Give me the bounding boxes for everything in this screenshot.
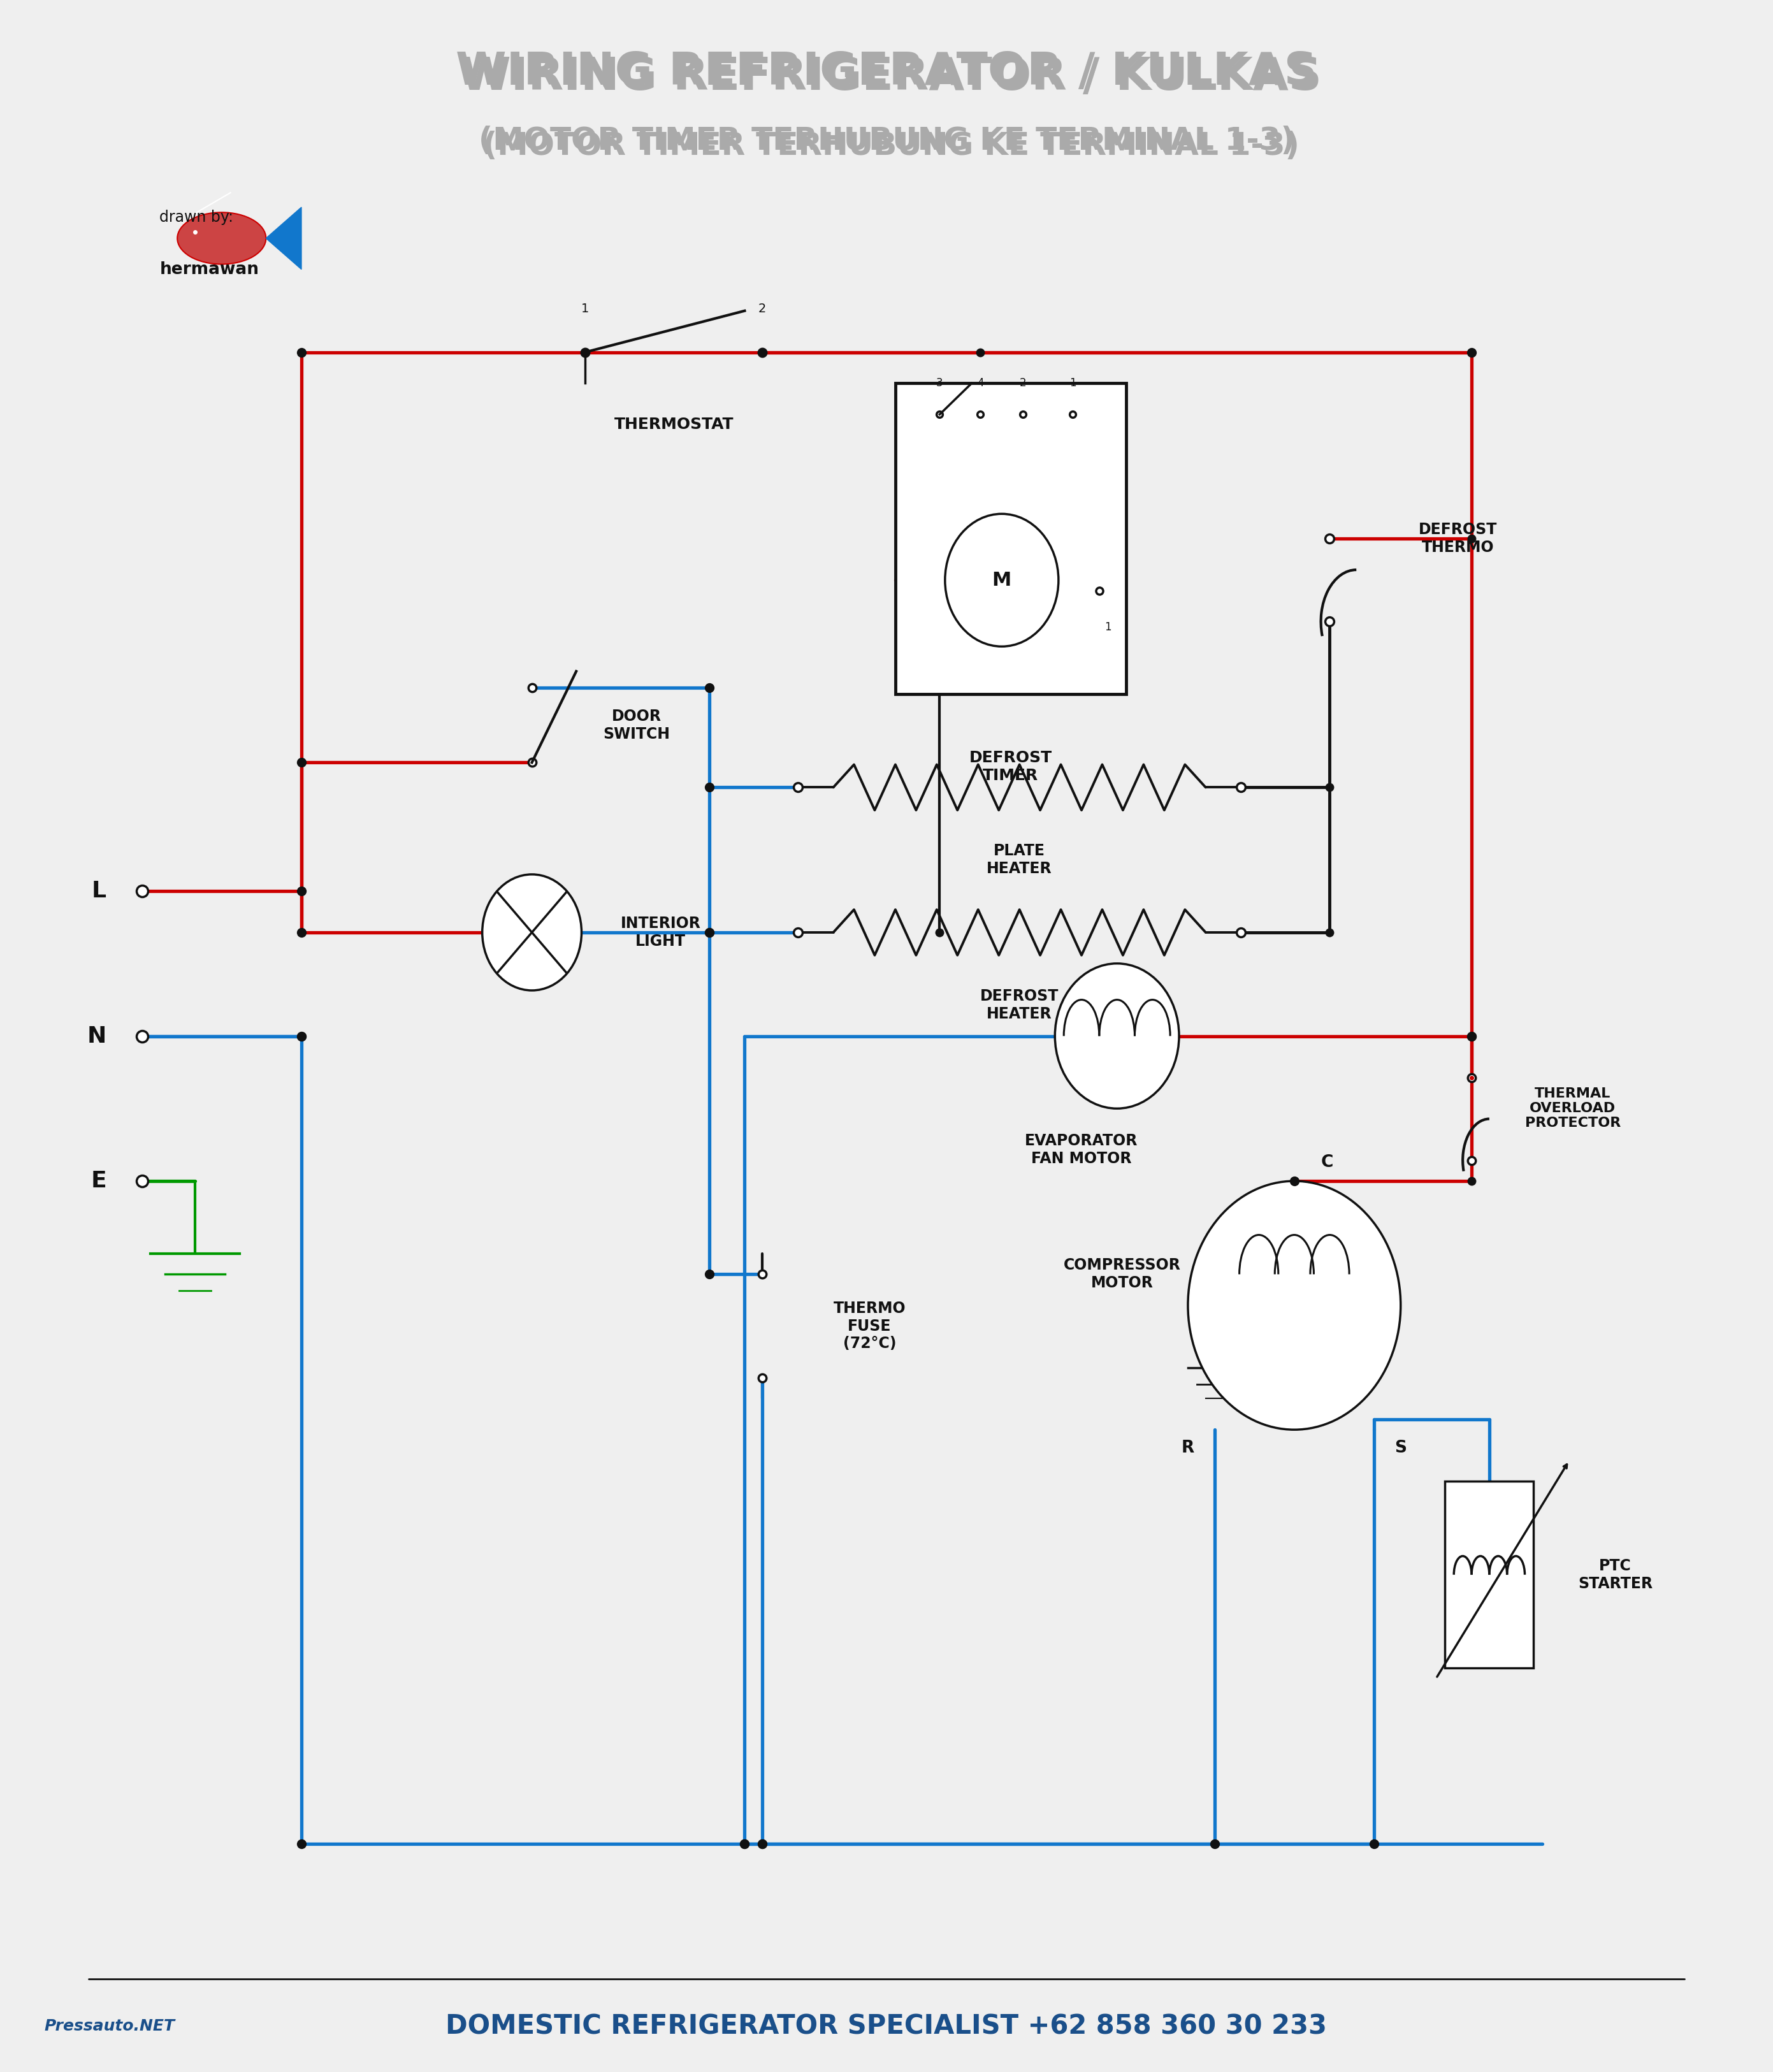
Circle shape: [482, 874, 582, 990]
Text: EVAPORATOR
FAN MOTOR: EVAPORATOR FAN MOTOR: [1025, 1133, 1138, 1167]
Text: COMPRESSOR
MOTOR: COMPRESSOR MOTOR: [1064, 1258, 1181, 1291]
Polygon shape: [266, 207, 301, 269]
Text: DOMESTIC REFRIGERATOR SPECIALIST +62 858 360 30 233: DOMESTIC REFRIGERATOR SPECIALIST +62 858…: [445, 2014, 1328, 2039]
Text: 1: 1: [1105, 622, 1112, 634]
Circle shape: [945, 514, 1058, 646]
Text: drawn by:: drawn by:: [160, 209, 234, 226]
Text: THERMO
FUSE
(72°C): THERMO FUSE (72°C): [833, 1301, 906, 1351]
Text: DOOR
SWITCH: DOOR SWITCH: [603, 709, 670, 742]
Text: THERMAL
OVERLOAD
PROTECTOR: THERMAL OVERLOAD PROTECTOR: [1525, 1088, 1621, 1129]
Bar: [1445, 1481, 1534, 1668]
Text: DEFROST
TIMER: DEFROST TIMER: [970, 750, 1051, 783]
Text: E: E: [90, 1171, 106, 1191]
Text: R: R: [1181, 1440, 1195, 1457]
Text: 2: 2: [1019, 377, 1027, 390]
Text: PLATE
HEATER: PLATE HEATER: [988, 843, 1051, 876]
Text: 4: 4: [977, 377, 984, 390]
Text: Pressauto.NET: Pressauto.NET: [44, 2018, 176, 2035]
Text: C: C: [1321, 1154, 1333, 1171]
Text: 1: 1: [582, 303, 589, 315]
Text: L: L: [92, 881, 106, 901]
Text: M: M: [993, 572, 1011, 588]
Text: (MOTOR TIMER TERHUBUNG KE TERMINAL 1-3): (MOTOR TIMER TERHUBUNG KE TERMINAL 1-3): [479, 126, 1294, 155]
Circle shape: [1188, 1181, 1401, 1430]
Text: WIRING REFRIGERATOR / KULKAS: WIRING REFRIGERATOR / KULKAS: [461, 56, 1321, 99]
Text: WIRING REFRIGERATOR / KULKAS: WIRING REFRIGERATOR / KULKAS: [456, 50, 1317, 95]
Text: hermawan: hermawan: [160, 261, 259, 278]
Text: DEFROST
HEATER: DEFROST HEATER: [980, 988, 1058, 1021]
Text: S: S: [1395, 1440, 1406, 1457]
Text: N: N: [87, 1026, 106, 1046]
Text: PTC
STARTER: PTC STARTER: [1578, 1558, 1652, 1591]
Text: 3: 3: [936, 377, 943, 390]
Bar: [895, 383, 1126, 694]
Text: 1: 1: [1069, 377, 1076, 390]
Text: INTERIOR
LIGHT: INTERIOR LIGHT: [621, 916, 700, 949]
Circle shape: [1055, 963, 1179, 1109]
Text: 2: 2: [759, 303, 766, 315]
Text: THERMOSTAT: THERMOSTAT: [613, 416, 734, 433]
Text: (MOTOR TIMER TERHUBUNG KE TERMINAL 1-3): (MOTOR TIMER TERHUBUNG KE TERMINAL 1-3): [482, 131, 1300, 162]
Text: DEFROST
THERMO: DEFROST THERMO: [1418, 522, 1496, 555]
Ellipse shape: [177, 213, 266, 263]
